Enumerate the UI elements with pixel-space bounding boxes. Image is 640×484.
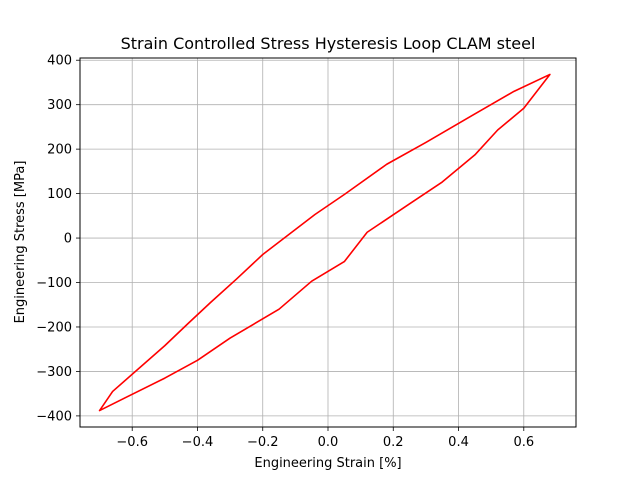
y-tick-label: −100 <box>36 276 72 291</box>
hysteresis-loop-line <box>98 73 551 412</box>
y-tick-label: 100 <box>47 187 72 202</box>
y-tick-label: −200 <box>36 320 72 335</box>
grid <box>80 58 576 427</box>
x-tick-label: −0.4 <box>182 435 214 450</box>
x-tick-label: 0.6 <box>513 435 534 450</box>
x-tick-label: 0.0 <box>318 435 339 450</box>
y-tick-label: 200 <box>47 143 72 158</box>
x-tick-label: −0.2 <box>247 435 279 450</box>
y-tick-label: 0 <box>64 232 72 247</box>
y-axis-label: Engineering Stress [MPa] <box>13 161 28 324</box>
y-tick-label: −400 <box>36 409 72 424</box>
chart-title: Strain Controlled Stress Hysteresis Loop… <box>121 34 536 53</box>
x-axis-label: Engineering Strain [%] <box>254 456 401 471</box>
y-tick-label: 300 <box>47 98 72 113</box>
x-tick-label: −0.6 <box>116 435 148 450</box>
series-layer <box>98 73 551 412</box>
y-tick-label: −300 <box>36 365 72 380</box>
x-tick-label: 0.2 <box>383 435 404 450</box>
ticks: −0.6 −0.4 −0.2 0.0 0.2 0.4 0.6 −400 −300 −200 −100… <box>36 54 534 450</box>
x-tick-label: 0.4 <box>448 435 469 450</box>
y-tick-label: 400 <box>47 54 72 69</box>
